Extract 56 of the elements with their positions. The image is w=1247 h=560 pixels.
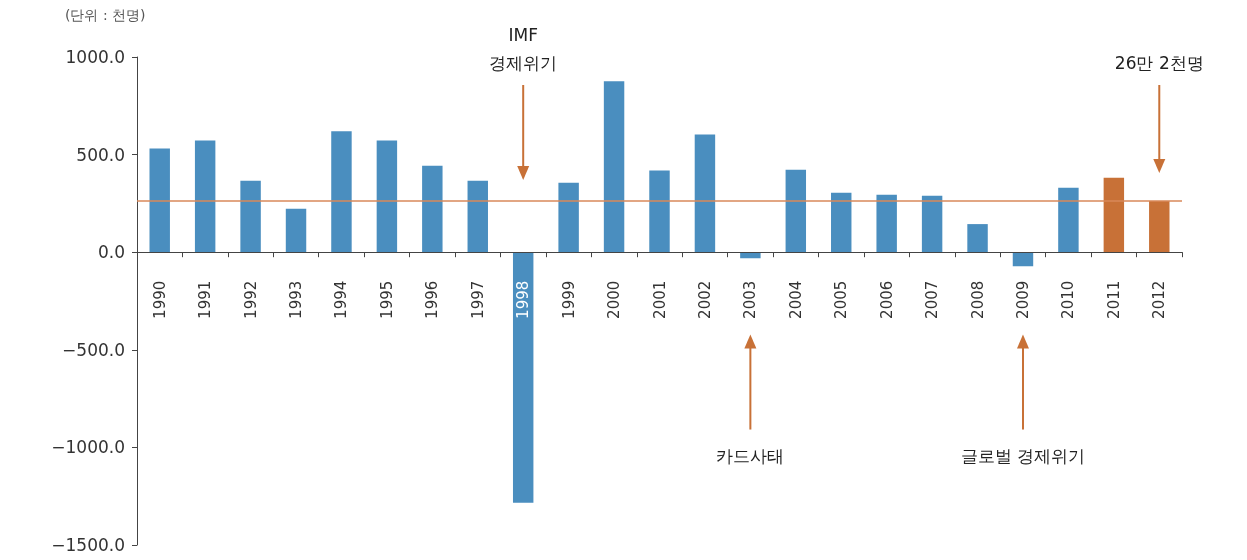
x-tick-label: 2000	[605, 280, 624, 319]
y-tick-label: 500.0	[76, 144, 125, 165]
y-tick-label: 0.0	[97, 242, 125, 263]
bar	[376, 140, 398, 253]
bar	[649, 170, 670, 253]
x-tick-label: 2008	[968, 280, 987, 319]
bar	[1149, 201, 1170, 253]
bar	[240, 180, 261, 253]
x-tick-label: 1998	[514, 280, 533, 319]
bar	[1103, 177, 1125, 253]
x-tick-label: 2006	[877, 280, 896, 319]
bar	[876, 194, 897, 253]
x-tick-label: 2009	[1013, 280, 1032, 319]
annotation: 카드사태	[716, 445, 785, 466]
x-tick-label: 1992	[241, 280, 260, 319]
x-tick-label: 2003	[741, 280, 760, 319]
bar	[603, 81, 625, 253]
annotation: IMF 경제위기	[489, 25, 558, 73]
y-tick-label: −1500.0	[51, 535, 125, 555]
x-tick-label: 2007	[923, 280, 942, 319]
bar	[1058, 187, 1079, 253]
x-tick-label: 1994	[332, 280, 351, 319]
bar	[149, 148, 170, 253]
x-tick-label: 2005	[832, 280, 851, 319]
annotation: 글로벌 경제위기	[960, 445, 1086, 466]
bar	[785, 169, 807, 253]
bar	[331, 131, 352, 253]
bar	[422, 165, 443, 253]
y-tick-label: 1000.0	[65, 47, 125, 67]
y-tick-label: −1000.0	[51, 437, 125, 458]
x-tick-label: 1995	[377, 280, 396, 319]
bar	[285, 208, 307, 253]
bar	[967, 224, 988, 253]
x-tick-label: 1999	[559, 280, 578, 319]
annotation: 26만 2천명	[1114, 53, 1204, 73]
text: (단위 : 천명)	[65, 7, 146, 23]
x-tick-label: 1997	[468, 280, 487, 319]
bar	[921, 195, 943, 253]
y-tick-label: −500.0	[62, 339, 125, 360]
x-tick-label: 1991	[196, 280, 215, 319]
bar	[194, 140, 216, 253]
bar	[831, 192, 852, 253]
x-tick-label: 1993	[287, 280, 306, 319]
x-tick-label: 2004	[786, 280, 805, 319]
x-tick-label: 2001	[650, 280, 669, 319]
x-tick-label: 2011	[1104, 280, 1123, 319]
bar	[467, 180, 488, 253]
x-tick-label: 2010	[1059, 280, 1078, 319]
x-tick-label: 2012	[1150, 280, 1169, 319]
x-tick-label: 1990	[150, 280, 169, 319]
bar	[558, 182, 579, 253]
bar	[694, 134, 716, 253]
bar	[512, 252, 534, 503]
x-tick-label: 2002	[695, 280, 714, 319]
x-tick-label: 1996	[423, 280, 442, 319]
bar	[1012, 252, 1034, 267]
